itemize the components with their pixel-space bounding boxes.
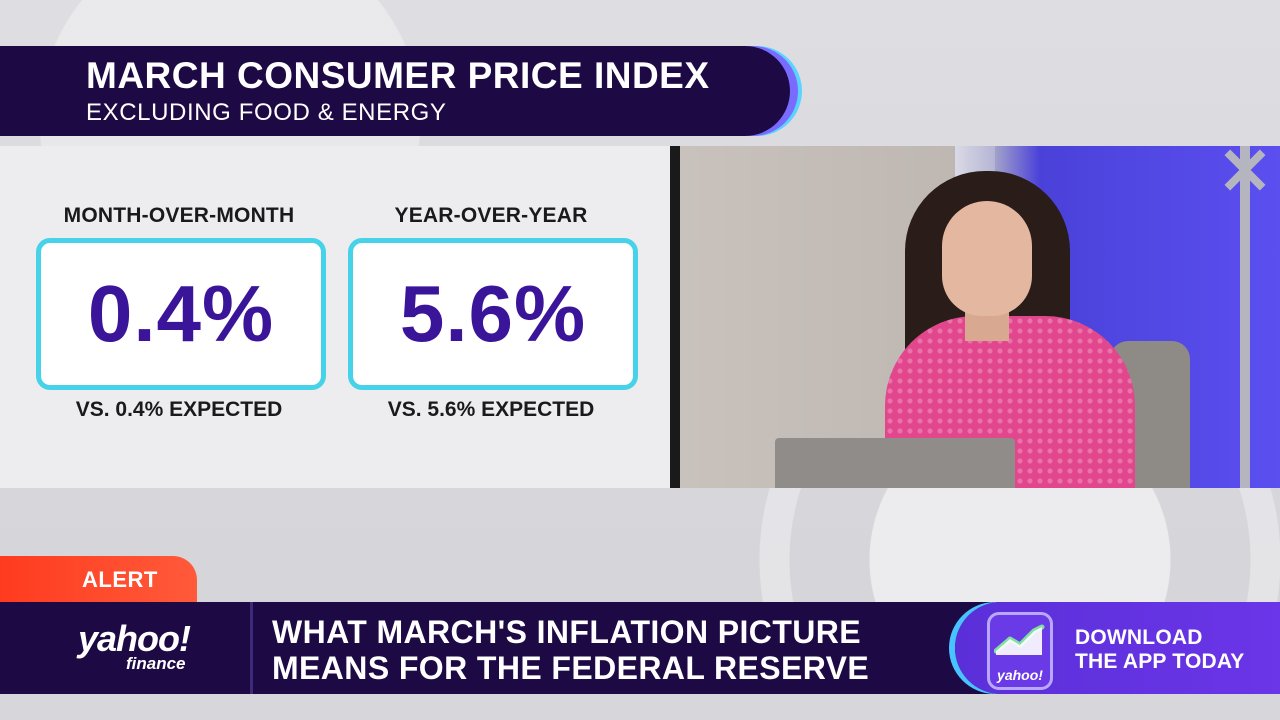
anchor-video-feed: [670, 146, 1280, 488]
mom-value-box: 0.4%: [36, 238, 326, 390]
mom-value: 0.4%: [87, 269, 275, 358]
yoy-label: YEAR-OVER-YEAR: [394, 204, 588, 227]
headline-line-1: WHAT MARCH'S INFLATION PICTURE: [272, 614, 862, 650]
headline: WHAT MARCH'S INFLATION PICTURE MEANS FOR…: [272, 614, 869, 686]
alert-label: ALERT: [82, 567, 158, 592]
yoy-value: 5.6%: [399, 269, 587, 358]
alert-tab: [0, 556, 197, 602]
yoy-expected: VS. 5.6% EXPECTED: [387, 398, 595, 421]
yahoo-app-icon: yahoo!: [987, 612, 1053, 690]
app-icon-label: yahoo!: [997, 667, 1043, 683]
coat-stand: [1240, 146, 1250, 488]
title-banner: [0, 46, 790, 136]
anchor-face: [942, 201, 1032, 316]
mom-expected: VS. 0.4% EXPECTED: [75, 398, 283, 421]
promo-line-1: DOWNLOAD: [1075, 626, 1203, 649]
yahoo-logo: yahoo!: [78, 618, 191, 659]
trend-chart-icon: [994, 624, 1045, 655]
mom-label: MONTH-OVER-MONTH: [63, 204, 295, 227]
laptop: [775, 438, 1015, 488]
page-title: MARCH CONSUMER PRICE INDEX: [86, 55, 710, 96]
bottom-strip: [0, 694, 1280, 720]
page-subtitle: EXCLUDING FOOD & ENERGY: [86, 99, 447, 126]
promo-text: DOWNLOAD THE APP TODAY: [1075, 626, 1244, 674]
logo-block: [0, 602, 253, 694]
studio-scene: [680, 146, 1280, 488]
promo-line-2: THE APP TODAY: [1075, 650, 1245, 673]
finance-logo-text: finance: [126, 654, 186, 673]
yoy-value-box: 5.6%: [348, 238, 638, 390]
headline-line-2: MEANS FOR THE FEDERAL RESERVE: [272, 650, 870, 686]
